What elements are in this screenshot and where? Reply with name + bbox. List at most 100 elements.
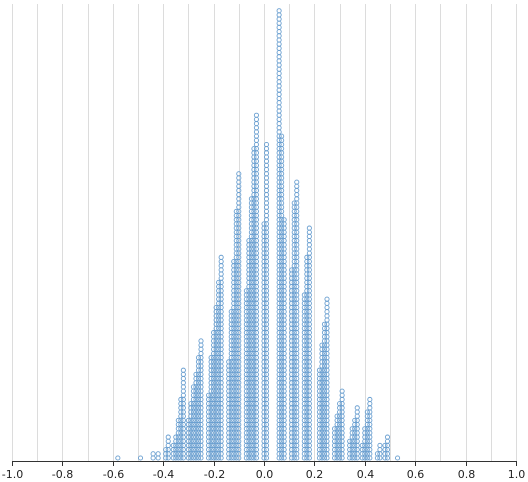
data-point [276, 70, 282, 76]
data-point [253, 137, 259, 143]
data-point [253, 116, 259, 122]
data-point [276, 8, 282, 14]
data-point [263, 146, 270, 152]
data-point [243, 288, 249, 294]
data-point [304, 254, 310, 260]
data-point [253, 125, 259, 131]
data-point [185, 417, 191, 423]
data-point [364, 409, 370, 415]
data-point [163, 447, 169, 453]
data-point [180, 371, 186, 377]
data-point [155, 451, 161, 457]
data-point [263, 167, 270, 173]
x-tick-label: -0.4 [153, 468, 174, 481]
data-point [208, 355, 214, 361]
data-point [337, 401, 343, 407]
data-point [165, 438, 171, 444]
data-point [236, 183, 242, 189]
data-point [276, 87, 282, 93]
data-point [276, 62, 282, 68]
data-point [276, 95, 282, 102]
data-point [395, 455, 401, 461]
data-point [263, 217, 270, 223]
data-point [150, 451, 156, 457]
vertical-grid [12, 4, 517, 461]
data-point [306, 238, 312, 244]
x-tick-label: -0.6 [103, 468, 124, 481]
data-point [374, 451, 380, 457]
data-point [281, 217, 287, 223]
data-point [294, 187, 300, 194]
data-point [276, 112, 282, 118]
data-point [294, 192, 300, 198]
data-point [206, 392, 212, 398]
data-point [263, 179, 270, 185]
data-point [306, 250, 312, 256]
data-point [198, 342, 204, 348]
data-point [301, 292, 307, 298]
data-point [276, 108, 282, 114]
x-tick-label: 0.0 [256, 468, 274, 481]
data-point [263, 183, 270, 189]
data-point [276, 121, 282, 127]
data-point [321, 321, 328, 327]
data-point [324, 296, 330, 302]
data-point [236, 187, 242, 194]
data-point [276, 49, 282, 56]
data-point [263, 208, 270, 214]
data-point [261, 221, 267, 227]
data-point [190, 384, 196, 390]
data-point [115, 455, 121, 461]
data-point [263, 141, 270, 148]
data-point [367, 405, 373, 411]
data-point [276, 66, 282, 72]
data-point [198, 350, 204, 357]
data-point [263, 154, 270, 160]
data-point [294, 179, 300, 185]
data-point [180, 380, 186, 386]
data-point [306, 229, 312, 235]
data-point [263, 187, 270, 194]
data-point [367, 396, 373, 403]
data-point [236, 196, 242, 202]
data-point [263, 213, 270, 219]
data-point [384, 434, 391, 440]
data-point [276, 116, 282, 122]
data-point [236, 192, 242, 198]
data-point [382, 442, 388, 449]
data-point [324, 309, 330, 315]
data-point [306, 246, 312, 252]
data-point [231, 258, 237, 265]
data-point [263, 192, 270, 198]
data-point [188, 401, 194, 407]
data-point [324, 313, 330, 319]
data-point [218, 271, 224, 277]
data-point [354, 405, 360, 411]
data-point [246, 238, 252, 244]
data-point [218, 275, 224, 281]
data-point [180, 384, 186, 390]
x-tick-label: 1.0 [508, 468, 526, 481]
data-point [324, 304, 330, 311]
data-point [377, 442, 383, 449]
data-point [263, 200, 270, 206]
data-point [236, 204, 242, 210]
data-point [165, 434, 171, 440]
data-point [263, 158, 270, 164]
data-point [294, 183, 300, 189]
data-point [354, 413, 360, 419]
data-point [339, 388, 345, 394]
data-point [170, 442, 176, 449]
data-point [276, 45, 282, 51]
data-point [180, 392, 186, 398]
data-point [276, 75, 282, 81]
data-point [354, 409, 360, 415]
data-point [276, 41, 282, 47]
data-point [276, 37, 282, 43]
data-point [180, 367, 186, 373]
data-point [276, 104, 282, 110]
data-point [377, 447, 383, 453]
data-point [332, 426, 338, 432]
data-point [198, 346, 204, 352]
data-point [359, 442, 365, 449]
